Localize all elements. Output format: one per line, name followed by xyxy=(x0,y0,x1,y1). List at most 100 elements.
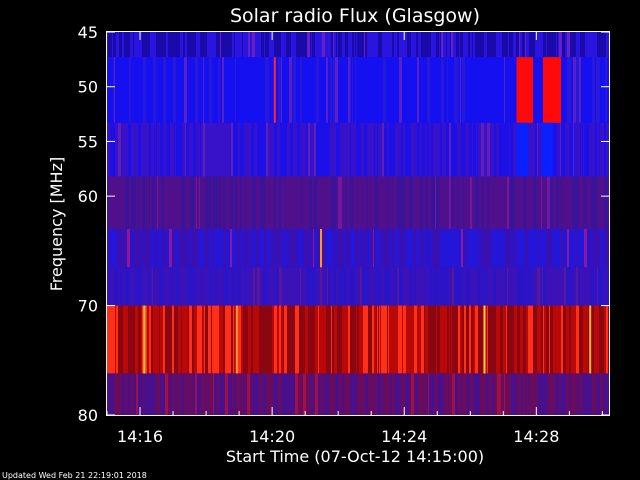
spectrogram-stripe xyxy=(435,176,436,229)
spectrogram-stripe xyxy=(600,373,603,415)
spectrogram-stripe xyxy=(237,228,239,268)
spectrogram-stripe xyxy=(240,122,243,177)
spectrogram-stripe xyxy=(357,228,359,268)
spectrogram-stripe xyxy=(223,267,225,306)
spectrogram-stripe xyxy=(523,176,526,229)
spectrogram-stripe xyxy=(493,305,496,374)
spectrogram-stripe xyxy=(230,176,233,229)
spectrogram-stripe xyxy=(107,228,109,268)
spectrogram-stripe xyxy=(151,305,153,374)
spectrogram-stripe xyxy=(131,305,133,374)
spectrogram-stripe xyxy=(252,176,254,229)
y-tick-label: 80 xyxy=(78,406,98,425)
spectrogram-stripe xyxy=(307,267,310,306)
spectrogram-stripe xyxy=(559,32,562,58)
spectrogram-stripe xyxy=(561,228,564,268)
spectrogram-stripe xyxy=(378,267,379,306)
spectrogram-stripe xyxy=(383,57,386,123)
spectrogram-stripe xyxy=(505,32,508,58)
spectrogram-stripe xyxy=(268,32,269,58)
spectrogram-stripe xyxy=(532,32,535,58)
spectrogram-stripe xyxy=(144,32,147,58)
spectrogram-stripe xyxy=(231,305,233,374)
spectrogram-stripe xyxy=(535,373,537,415)
spectrogram-stripe xyxy=(348,57,350,123)
spectrogram-stripe xyxy=(509,228,511,268)
spectrogram-stripe xyxy=(248,32,250,58)
spectrogram-stripe xyxy=(116,267,118,306)
spectrogram-stripe xyxy=(149,122,151,177)
spectrogram-stripe xyxy=(309,176,312,229)
spectrogram-stripe xyxy=(588,122,589,177)
spectrogram-stripe xyxy=(222,57,224,123)
spectrogram-stripe xyxy=(301,176,302,229)
spectrogram-stripe xyxy=(600,267,603,306)
spectrogram-stripe xyxy=(227,267,229,306)
spectrogram-stripe xyxy=(165,228,166,268)
spectrogram-stripe xyxy=(420,176,423,229)
spectrogram-stripe xyxy=(370,373,373,415)
spectrogram-stripe xyxy=(212,228,214,268)
spectrogram-stripe xyxy=(437,305,440,374)
spectrogram-stripe xyxy=(247,228,249,268)
spectrogram-stripe xyxy=(124,32,127,58)
spectrogram-stripe xyxy=(347,373,348,415)
spectrogram-stripe xyxy=(251,228,252,268)
spectrogram-stripe xyxy=(454,122,457,177)
spectrogram-stripe xyxy=(160,122,163,177)
spectrogram-stripe xyxy=(130,373,132,415)
spectrogram-stripe xyxy=(113,32,116,58)
spectrogram-stripe xyxy=(232,373,234,415)
spectrogram-stripe xyxy=(339,373,342,415)
spectrogram-stripe xyxy=(401,267,403,306)
spectrogram-stripe xyxy=(433,305,436,374)
spectrogram-stripe xyxy=(182,176,185,229)
spectrogram-stripe xyxy=(172,373,174,415)
spectrogram-stripe xyxy=(271,228,274,268)
spectrogram-stripe xyxy=(310,267,313,306)
spectrogram-stripe xyxy=(260,122,263,177)
spectrogram-stripe xyxy=(239,228,241,268)
spectrogram-stripe xyxy=(510,373,511,415)
spectrogram-stripe xyxy=(313,32,315,58)
spectrogram-stripe xyxy=(475,176,477,229)
spectrogram-stripe xyxy=(543,32,546,58)
spectrogram-stripe xyxy=(501,122,503,177)
spectrogram-stripe xyxy=(541,176,542,229)
spectrogram-stripe xyxy=(320,373,321,415)
spectrogram-stripe xyxy=(275,228,276,268)
spectrogram-stripe xyxy=(597,267,598,306)
spectrogram-stripe xyxy=(466,267,467,306)
spectrogram-stripe xyxy=(161,267,163,306)
spectrogram-stripe xyxy=(113,305,115,374)
spectrogram-stripe xyxy=(174,305,176,374)
spectrogram-stripe xyxy=(350,305,351,374)
spectrogram-stripe xyxy=(386,122,387,177)
spectrogram-stripe xyxy=(153,57,155,123)
spectrogram-stripe xyxy=(462,57,465,123)
spectrogram-stripe xyxy=(355,57,356,123)
spectrogram-stripe xyxy=(472,32,473,58)
x-axis-label: Start Time (07-Oct-12 14:15:00) xyxy=(226,447,484,466)
spectrogram-stripe xyxy=(313,228,314,268)
spectrogram-stripe xyxy=(174,32,175,58)
spectrogram-stripe xyxy=(203,122,205,177)
spectrogram-stripe xyxy=(318,57,319,123)
spectrogram-stripe xyxy=(537,122,538,177)
spectrogram-stripe xyxy=(441,57,443,123)
spectrogram-stripe xyxy=(606,57,607,123)
spectrogram-stripe xyxy=(195,267,197,306)
spectrogram-stripe xyxy=(242,373,244,415)
spectrogram-stripe xyxy=(520,267,523,306)
spectrogram-stripe xyxy=(336,122,338,177)
spectrogram-stripe xyxy=(297,122,299,177)
spectrogram-stripe xyxy=(192,373,193,415)
spectrogram-stripe xyxy=(203,57,204,123)
spectrogram-stripe xyxy=(300,373,303,415)
spectrogram-stripe xyxy=(457,267,460,306)
spectrogram-stripe xyxy=(279,305,281,374)
spectrogram-stripe xyxy=(478,32,481,58)
spectrogram-stripe xyxy=(332,32,333,58)
spectrogram-stripe xyxy=(300,267,301,306)
spectrogram-stripe xyxy=(446,32,447,58)
